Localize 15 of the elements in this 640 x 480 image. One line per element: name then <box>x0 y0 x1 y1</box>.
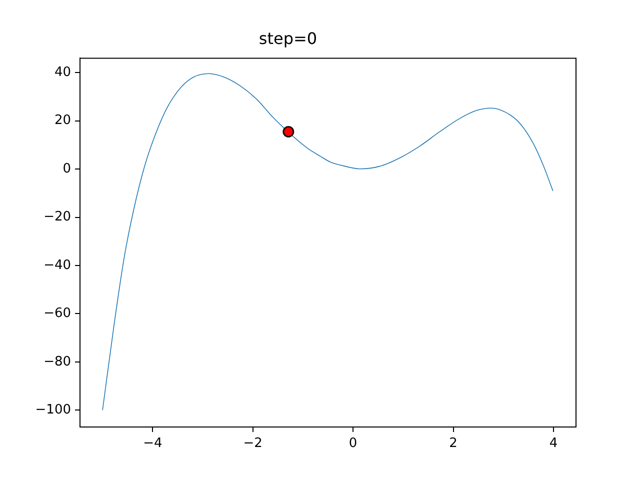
x-tick-label: 2 <box>449 436 458 452</box>
x-tick-label: 4 <box>549 436 558 452</box>
line-series <box>102 73 554 411</box>
x-tick-label: −4 <box>143 436 162 452</box>
y-tick-label: −20 <box>44 210 71 225</box>
y-tick-label: −80 <box>44 354 71 370</box>
x-tick-label: 0 <box>348 436 358 452</box>
x-tick-label: −2 <box>243 436 262 452</box>
y-tick-label: 40 <box>54 65 71 80</box>
chart-title: step=0 <box>258 28 318 48</box>
y-tick-label: −100 <box>35 402 71 418</box>
y-tick-label: −60 <box>44 306 71 322</box>
y-tick-label: −40 <box>44 258 71 273</box>
y-tick-label: 20 <box>54 113 71 128</box>
y-tick-label: 0 <box>62 161 71 176</box>
